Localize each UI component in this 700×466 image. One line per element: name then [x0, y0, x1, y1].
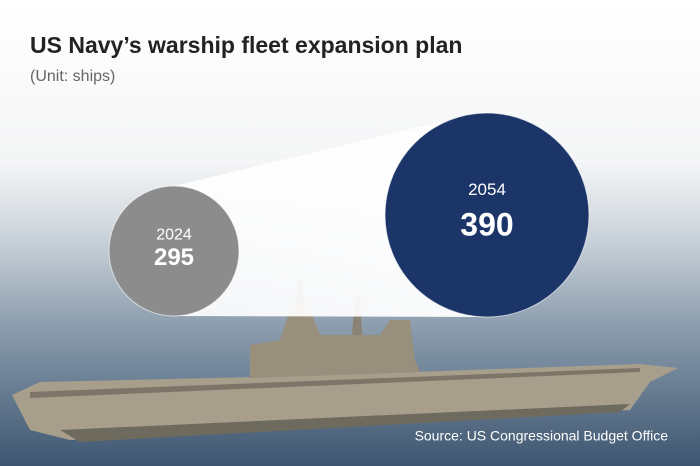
- bubble: [384, 112, 590, 318]
- title: US Navy’s warship fleet expansion plan: [30, 32, 462, 58]
- bubble: [108, 185, 240, 317]
- bubble-year: 2054: [468, 180, 506, 199]
- bubble-value: 390: [460, 207, 513, 243]
- bubble-value: 295: [154, 244, 194, 271]
- ship: [12, 280, 678, 442]
- source: Source: US Congressional Budget Office: [415, 428, 669, 444]
- bubble-year: 2024: [156, 227, 192, 244]
- subtitle: (Unit: ships): [30, 68, 115, 85]
